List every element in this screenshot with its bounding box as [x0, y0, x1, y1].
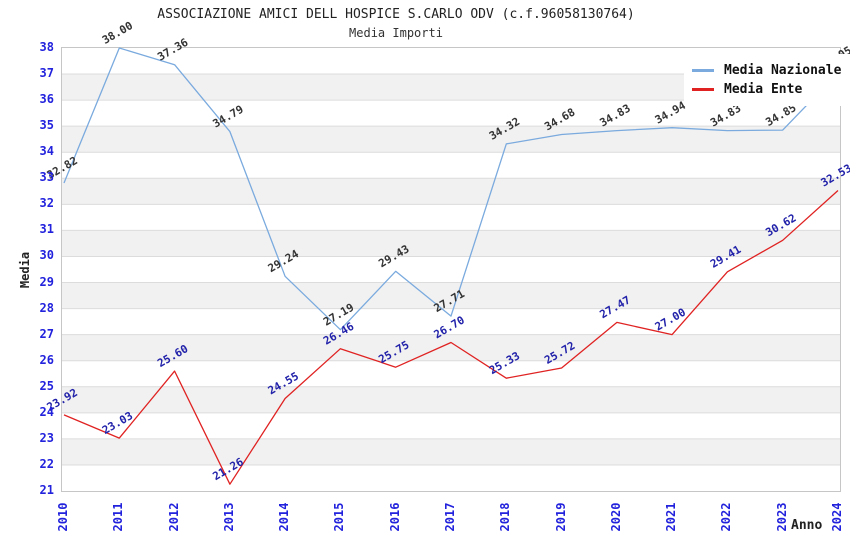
x-tick-label: 2020 — [608, 502, 623, 532]
x-tick-label: 2019 — [553, 502, 568, 532]
x-tick-label: 2021 — [664, 502, 679, 532]
y-tick-label: 24 — [39, 404, 54, 419]
chart-title: ASSOCIAZIONE AMICI DELL HOSPICE S.CARLO … — [157, 7, 635, 22]
x-tick-label: 2012 — [166, 502, 181, 532]
y-tick-label: 35 — [39, 118, 54, 133]
y-tick-label: 27 — [39, 326, 54, 341]
y-tick-label: 34 — [39, 144, 54, 159]
background-band — [62, 230, 840, 257]
y-tick-label: 29 — [39, 274, 54, 289]
x-tick-label: 2013 — [221, 502, 236, 532]
background-band — [62, 334, 840, 361]
y-tick-label: 37 — [39, 66, 54, 81]
y-tick-label: 21 — [39, 483, 54, 497]
legend-item-media-nazionale: Media Nazionale — [692, 63, 841, 78]
x-tick-label: 2014 — [277, 502, 292, 532]
data-label: 34.94 — [653, 99, 689, 127]
y-tick-label: 30 — [39, 248, 54, 263]
background-band — [62, 386, 840, 413]
x-tick-label: 2015 — [332, 502, 347, 532]
y-tick-label: 23 — [39, 430, 54, 445]
data-label: 38.00 — [100, 19, 135, 47]
y-tick-label: 32 — [39, 196, 54, 211]
x-tick-label: 2017 — [443, 502, 457, 532]
background-band — [62, 178, 840, 205]
legend-label-media-ente: Media Ente — [724, 82, 803, 97]
x-tick-label: 2010 — [56, 502, 70, 532]
x-tick-label: 2011 — [111, 502, 126, 532]
x-axis-title: Anno — [791, 518, 823, 533]
background-band — [62, 126, 840, 153]
x-tick-label: 2024 — [830, 502, 844, 532]
x-tick-label: 2022 — [719, 502, 734, 532]
plot-area: 32.82 38.00 37.36 34.79 29.24 27.19 29.43 27.71… — [45, 19, 850, 492]
data-label: 27.00 — [653, 306, 688, 334]
y-tick-label: 26 — [39, 352, 54, 367]
y-tick-label: 22 — [39, 456, 54, 471]
x-tick-label: 2018 — [498, 502, 513, 532]
y-tick-label: 33 — [39, 170, 54, 185]
legend: Media Nazionale Media Ente — [684, 54, 850, 106]
x-tick-label: 2023 — [774, 502, 789, 532]
series-line-media-ente — [63, 190, 839, 485]
x-tick-label: 2016 — [387, 502, 402, 532]
y-tick-label: 31 — [39, 222, 54, 237]
y-tick-label: 38 — [39, 40, 54, 54]
series-line-media-nazionale — [63, 47, 839, 331]
line-chart: 32.8238.0037.3634.7929.2427.1929.4327.71… — [45, 19, 850, 485]
legend-swatch-red-line — [692, 88, 714, 91]
background-band — [62, 438, 840, 465]
y-tick-label: 25 — [39, 378, 54, 393]
data-label: 34.83 — [598, 102, 633, 130]
background-band — [62, 282, 840, 309]
legend-item-media-ente: Media Ente — [692, 82, 841, 97]
y-tick-label: 28 — [39, 300, 54, 315]
chart-subtitle: Media Importi — [349, 26, 443, 40]
data-label: 23.03 — [100, 409, 135, 437]
legend-label-media-nazionale: Media Nazionale — [724, 63, 842, 78]
y-tick-label: 36 — [39, 92, 54, 107]
legend-swatch-blue-line — [692, 69, 714, 72]
